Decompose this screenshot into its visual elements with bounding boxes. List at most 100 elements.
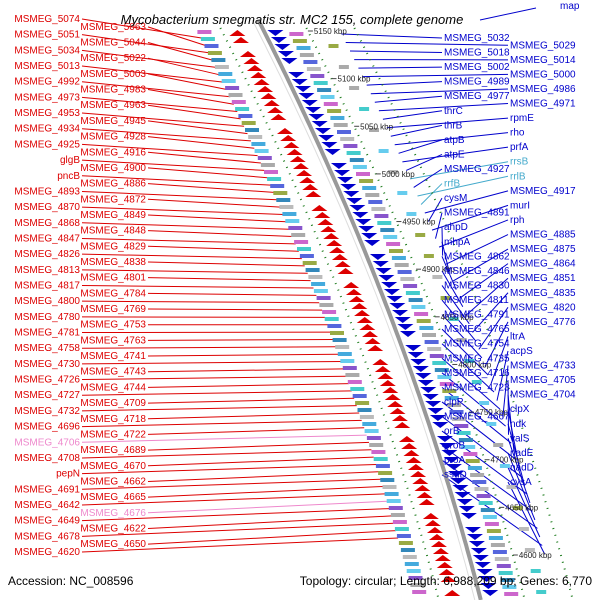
reverse-gene-label[interactable]: thrB (444, 120, 463, 131)
forward-gene-label[interactable]: MSMEG_4992 (14, 77, 80, 88)
reverse-gene-label[interactable]: MSMEG_4765 (444, 324, 510, 335)
forward-gene-labels[interactable]: MSMEG_5074MSMEG_5063MSMEG_5051MSMEG_5044… (14, 14, 146, 558)
forward-gene-label[interactable]: MSMEG_4744 (80, 382, 146, 393)
forward-gene-label[interactable]: MSMEG_4708 (14, 453, 80, 464)
forward-gene-label[interactable]: MSMEG_4662 (80, 476, 146, 487)
reverse-gene-label[interactable]: MSMEG_5000 (510, 69, 576, 80)
forward-gene-label[interactable]: MSMEG_5034 (14, 45, 80, 56)
forward-gene-label[interactable]: MSMEG_4727 (14, 390, 80, 401)
reverse-gene-label[interactable]: MSMEG_4989 (444, 77, 510, 88)
reverse-gene-label[interactable]: MSMEG_4733 (510, 361, 576, 372)
reverse-gene-label[interactable]: MSMEG_4927 (444, 164, 510, 175)
forward-gene-label[interactable]: MSMEG_4916 (80, 147, 146, 158)
forward-gene-label[interactable]: MSMEG_4849 (80, 210, 146, 221)
forward-gene-label[interactable]: MSMEG_5051 (14, 30, 80, 41)
reverse-gene-label[interactable]: ssuD (444, 470, 467, 481)
reverse-gene-label[interactable]: MSMEG_5032 (444, 33, 510, 44)
reverse-gene-label[interactable]: thrC (444, 106, 463, 117)
forward-gene-label[interactable]: MSMEG_4781 (14, 328, 80, 339)
forward-gene-label[interactable]: MSMEG_4813 (14, 265, 80, 276)
reverse-gene-label[interactable]: MSMEG_4885 (510, 230, 576, 241)
forward-gene-label[interactable]: MSMEG_4870 (14, 202, 80, 213)
reverse-gene-label[interactable]: cysA (510, 477, 532, 488)
forward-gene-label[interactable]: MSMEG_4758 (14, 343, 80, 354)
reverse-gene-label[interactable]: rrsB (510, 157, 529, 168)
reverse-gene-label[interactable]: proA (444, 455, 465, 466)
forward-gene-label[interactable]: MSMEG_4925 (14, 139, 80, 150)
forward-gene-label[interactable]: MSMEG_4706 (14, 437, 80, 448)
reverse-gene-label[interactable]: cysM (444, 193, 467, 204)
forward-gene-label[interactable]: MSMEG_4847 (14, 233, 80, 244)
reverse-gene-label[interactable]: MSMEG_4716 (444, 368, 510, 379)
reverse-gene-label[interactable]: MSMEG_4835 (510, 288, 576, 299)
forward-gene-label[interactable]: MSMEG_4763 (80, 335, 146, 346)
reverse-gene-label[interactable]: atpB (444, 135, 465, 146)
forward-gene-label[interactable]: MSMEG_4801 (80, 273, 146, 284)
reverse-gene-label[interactable]: MSMEG_4971 (510, 99, 576, 110)
forward-gene-label[interactable]: MSMEG_4953 (14, 108, 80, 119)
reverse-gene-label[interactable]: nadD (510, 462, 534, 473)
reverse-gene-label[interactable]: MSMEG_4811 (444, 295, 509, 306)
forward-gene-label[interactable]: MSMEG_4676 (80, 508, 146, 519)
forward-gene-label[interactable]: MSMEG_4753 (80, 320, 146, 331)
reverse-gene-label[interactable]: MSMEG_4830 (444, 280, 510, 291)
reverse-gene-label[interactable]: rho (510, 128, 525, 139)
reverse-gene-label[interactable]: clpP (444, 397, 464, 408)
reverse-gene-label[interactable]: rrlB (510, 171, 526, 182)
forward-gene-label[interactable]: MSMEG_4670 (80, 461, 146, 472)
forward-gene-label[interactable]: MSMEG_4838 (80, 257, 146, 268)
forward-gene-label[interactable]: MSMEG_4665 (80, 492, 146, 503)
forward-gene-label[interactable]: MSMEG_4868 (14, 218, 80, 229)
reverse-gene-label[interactable]: MSMEG_4862 (444, 251, 510, 262)
forward-gene-label[interactable]: MSMEG_4689 (80, 445, 146, 456)
forward-gene-label[interactable]: MSMEG_4928 (80, 132, 146, 143)
forward-gene-label[interactable]: MSMEG_4622 (80, 523, 146, 534)
reverse-gene-label[interactable]: MSMEG_4776 (510, 317, 576, 328)
forward-gene-label[interactable]: MSMEG_4649 (14, 516, 80, 527)
forward-gene-label[interactable]: MSMEG_5044 (80, 38, 146, 49)
reverse-gene-label[interactable]: MSMEG_4723 (444, 382, 510, 393)
reverse-gene-label[interactable]: MSMEG_4851 (510, 273, 576, 284)
forward-gene-label[interactable]: MSMEG_4934 (14, 124, 80, 135)
reverse-gene-label[interactable]: MSMEG_4986 (510, 84, 576, 95)
reverse-gene-label[interactable]: ndk (510, 419, 527, 430)
reverse-gene-label[interactable]: orB (444, 426, 460, 437)
forward-gene-label[interactable]: MSMEG_4620 (14, 547, 80, 558)
forward-gene-label[interactable]: MSMEG_4784 (80, 288, 146, 299)
forward-gene-label[interactable]: MSMEG_4650 (80, 539, 146, 550)
reverse-gene-label[interactable]: MSMEG_4735 (444, 353, 510, 364)
reverse-gene-label[interactable]: rpmE (510, 113, 534, 124)
reverse-gene-label[interactable]: MSMEG_4977 (444, 91, 510, 102)
reverse-gene-label[interactable]: nadE (510, 448, 534, 459)
forward-gene-label[interactable]: MSMEG_4780 (14, 312, 80, 323)
forward-gene-label[interactable]: MSMEG_4691 (14, 484, 80, 495)
reverse-gene-label[interactable]: MSMEG_4667 (444, 411, 510, 422)
forward-gene-label[interactable]: MSMEG_4678 (14, 531, 80, 542)
reverse-gene-label[interactable]: MSMEG_5002 (444, 62, 510, 73)
forward-gene-label[interactable]: MSMEG_4741 (80, 351, 146, 362)
forward-gene-label[interactable]: MSMEG_4730 (14, 359, 80, 370)
forward-gene-label[interactable]: pncB (57, 171, 80, 182)
reverse-gene-label[interactable]: rrfB (444, 179, 460, 190)
reverse-gene-label[interactable]: MSMEG_4917 (510, 186, 576, 197)
forward-gene-label[interactable]: MSMEG_4718 (80, 414, 146, 425)
reverse-gene-label[interactable]: acpS (510, 346, 533, 357)
reverse-gene-label[interactable]: rph (510, 215, 524, 226)
reverse-gene-label[interactable]: atpE (444, 149, 465, 160)
forward-gene-label[interactable]: MSMEG_4743 (80, 367, 146, 378)
forward-gene-label[interactable]: MSMEG_4722 (80, 429, 146, 440)
forward-gene-label[interactable]: MSMEG_4886 (80, 179, 146, 190)
forward-gene-label[interactable]: MSMEG_4973 (14, 92, 80, 103)
reverse-gene-label[interactable]: ahpD (444, 222, 468, 233)
forward-gene-label[interactable]: MSMEG_4642 (14, 500, 80, 511)
reverse-gene-label[interactable]: MSMEG_5014 (510, 55, 576, 66)
forward-gene-label[interactable]: MSMEG_5013 (14, 61, 80, 72)
forward-gene-label[interactable]: MSMEG_4709 (80, 398, 146, 409)
forward-gene-label[interactable]: MSMEG_5063 (80, 22, 146, 33)
reverse-gene-label[interactable]: MSMEG_5018 (444, 48, 510, 59)
forward-gene-label[interactable]: MSMEG_4726 (14, 375, 80, 386)
reverse-gene-label[interactable]: MSMEG_4704 (510, 390, 576, 401)
reverse-gene-label[interactable]: MSMEG_4754 (444, 339, 510, 350)
reverse-gene-labels[interactable]: MSMEG_5032MSMEG_5029MSMEG_5018MSMEG_5014… (444, 33, 576, 488)
reverse-gene-label[interactable]: valS (510, 433, 530, 444)
